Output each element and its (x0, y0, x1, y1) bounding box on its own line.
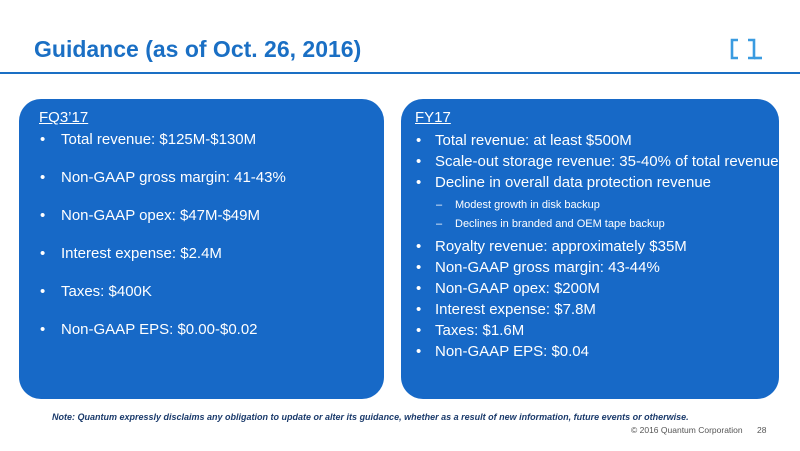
list-item: Taxes: $400K (39, 283, 384, 301)
disclaimer-note: Note: Quantum expressly disclaims any ob… (52, 412, 689, 422)
list-item: Interest expense: $7.8M (415, 300, 779, 320)
list-item-label: Decline in overall data protection reven… (435, 174, 711, 191)
fiscal-year-guidance-panel: FY17 Total revenue: at least $500M Scale… (401, 99, 779, 399)
quarter-heading: FQ3’17 (39, 109, 89, 126)
list-item: Non-GAAP gross margin: 41-43% (39, 169, 384, 187)
quarter-guidance-panel: FQ3’17 Total revenue: $125M-$130M Non-GA… (19, 99, 384, 399)
slide-footer: © 2016 Quantum Corporation 28 (631, 425, 766, 435)
list-item: Non-GAAP opex: $47M-$49M (39, 207, 384, 225)
quarter-guidance-list: Total revenue: $125M-$130M Non-GAAP gros… (39, 131, 384, 339)
list-item: Scale-out storage revenue: 35-40% of tot… (415, 152, 779, 172)
list-item: Total revenue: $125M-$130M (39, 131, 384, 149)
slide-title: Guidance (as of Oct. 26, 2016) (34, 36, 362, 62)
title-divider (0, 72, 800, 74)
list-item: Decline in overall data protection reven… (415, 173, 779, 234)
sub-list: Modest growth in disk backup Declines in… (435, 196, 779, 234)
list-item: Non-GAAP EPS: $0.00-$0.02 (39, 321, 384, 339)
copyright-text: © 2016 Quantum Corporation (631, 425, 743, 435)
sub-list-item: Declines in branded and OEM tape backup (435, 215, 779, 234)
fiscal-year-guidance-list: Total revenue: at least $500M Scale-out … (415, 131, 779, 362)
list-item: Taxes: $1.6M (415, 321, 779, 341)
list-item: Non-GAAP EPS: $0.04 (415, 342, 779, 362)
list-item: Non-GAAP gross margin: 43-44% (415, 258, 779, 278)
bracket-logo-icon (730, 38, 762, 60)
fiscal-year-heading: FY17 (415, 109, 451, 126)
list-item: Total revenue: at least $500M (415, 131, 779, 151)
list-item: Royalty revenue: approximately $35M (415, 237, 779, 257)
list-item: Non-GAAP opex: $200M (415, 279, 779, 299)
sub-list-item: Modest growth in disk backup (435, 196, 779, 215)
list-item: Interest expense: $2.4M (39, 245, 384, 263)
page-number: 28 (757, 425, 767, 435)
